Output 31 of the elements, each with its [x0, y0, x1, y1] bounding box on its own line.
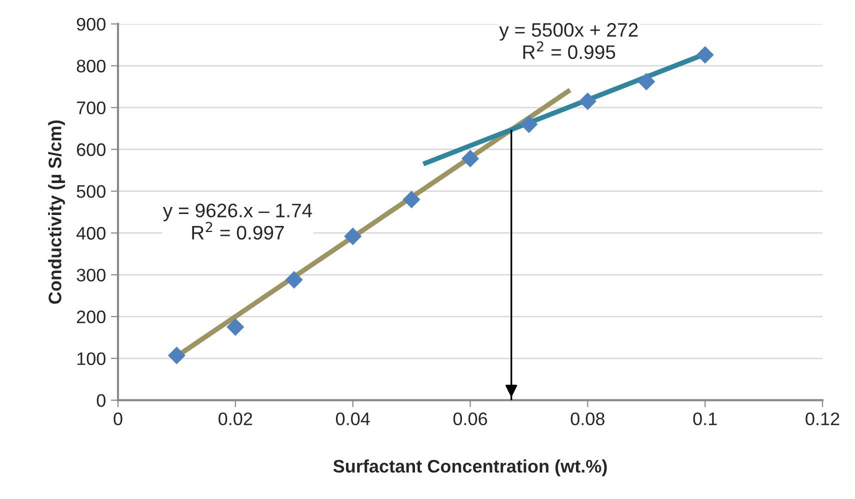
y-tick-label: 300 — [76, 268, 106, 282]
y-tick-label: 600 — [76, 143, 106, 156]
point — [696, 46, 714, 64]
point — [285, 271, 303, 289]
point — [226, 318, 244, 336]
point — [402, 190, 420, 208]
x-tick-label: 0.08 — [570, 412, 604, 426]
x-axis-title: Surfactant Concentration (wt.%) — [333, 459, 607, 476]
x-tick-label: 0.06 — [453, 412, 488, 426]
y-tick-label: 700 — [76, 101, 106, 114]
y-tick-label: 500 — [76, 185, 106, 198]
x-tick-label: 0.12 — [806, 412, 840, 426]
x-tick-label: 0.1 — [693, 412, 717, 426]
point — [461, 150, 480, 168]
y-tick-label: 100 — [77, 352, 106, 366]
y-tick-label: 0 — [96, 394, 106, 407]
x-tick-label: 0.04 — [336, 412, 370, 426]
point — [520, 116, 538, 134]
x-tick-label: 0.02 — [218, 412, 252, 426]
y-tick-label: 800 — [76, 60, 106, 72]
point — [168, 346, 186, 364]
point — [578, 92, 596, 110]
y-tick-label: 400 — [76, 226, 106, 240]
y-tick-label: 200 — [76, 310, 106, 324]
y-tick-label: 900 — [76, 18, 106, 31]
y-axis-title: Conductivity (µ S/cm) — [48, 120, 65, 304]
point — [344, 228, 362, 246]
annotation: y = 9626.x – 1.74 R$^{2}$ = 0.997 — [162, 204, 312, 240]
point — [638, 72, 656, 90]
x-tick-label: 0 — [114, 412, 122, 426]
annotation: y = 5500x + 272 R$^{2}$ = 0.995 — [499, 23, 638, 60]
